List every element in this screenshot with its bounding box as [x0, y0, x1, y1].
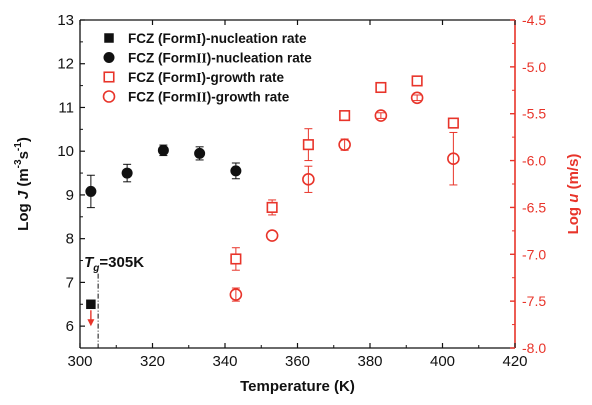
legend-entry-label: FCZ (FormII)-growth rate [128, 90, 290, 105]
x-axis-title: Temperature (K) [240, 378, 355, 395]
x-tick-label: 360 [285, 353, 310, 370]
y-axis-title-mid: s [15, 151, 32, 159]
marker-open-square [266, 201, 278, 213]
series [86, 299, 96, 327]
legend: FCZ (FormI)-nucleation rate FCZ (FormII)-… [102, 31, 312, 105]
legend-entry-label: FCZ (FormI)-nucleation rate [128, 31, 307, 46]
y2-tick-label: -8.0 [522, 340, 546, 356]
x-tick-label: 320 [140, 353, 165, 370]
y-axis-title-var: J [15, 190, 32, 199]
x-tick-label: 340 [212, 353, 237, 370]
series [85, 144, 242, 209]
marker-open-circle [102, 90, 116, 103]
marker-filled-circle [103, 52, 115, 63]
y-tick-label: 8 [66, 231, 74, 248]
y-axis-title-sup2: -1 [13, 142, 24, 151]
upper-limit-arrow-head [87, 319, 95, 327]
marker-filled-square [86, 299, 96, 310]
marker-open-circle [410, 91, 424, 105]
axes: 300 320 340 360 380 400 420 6 7 8 9 10 11 12 13 -8.0 -7.… [57, 12, 546, 370]
y-tick-label: 12 [57, 56, 74, 73]
marker-filled-square [104, 33, 114, 43]
marker-filled-circle [157, 144, 169, 156]
y-axis-title: Log J (m-3s-1) [13, 137, 32, 231]
marker-open-circle [302, 173, 315, 186]
legend-entry-label: FCZ (FormI)-growth rate [128, 70, 285, 85]
legend-entry-label: FCZ (FormII)-nucleation rate [128, 51, 312, 66]
y-tick-label: 13 [57, 12, 74, 29]
marker-open-circle [229, 288, 243, 301]
marker-filled-circle [194, 147, 206, 159]
y2-axis-title: Log u (m/s) [565, 154, 582, 235]
marker-open-square [447, 117, 459, 129]
y-axis-title-close: ) [15, 137, 32, 142]
series [230, 75, 459, 271]
y-axis-title-unit: (m [15, 168, 32, 191]
y-tick-label: 6 [66, 318, 74, 335]
marker-open-square [339, 110, 351, 122]
marker-open-circle [447, 152, 460, 165]
y2-axis-title-pre: Log [565, 203, 582, 235]
y2-tick-label: -6.0 [522, 153, 546, 169]
tg-annotation-var: T [84, 254, 95, 271]
y-axis-title-pre: Log [15, 199, 32, 231]
tg-annotation-rest: =305K [99, 254, 144, 271]
x-tick-label: 380 [357, 353, 382, 370]
tg-annotation: Tg=305K [84, 254, 144, 274]
marker-open-square [411, 75, 423, 87]
series [229, 91, 460, 302]
y2-axis-title-unit: (m/s) [565, 154, 582, 194]
marker-open-circle [374, 109, 388, 122]
marker-open-circle [338, 138, 351, 151]
marker-filled-circle [230, 165, 242, 177]
y2-tick-label: -7.0 [522, 246, 546, 262]
y2-tick-label: -5.0 [522, 59, 546, 75]
marker-open-circle [265, 229, 279, 242]
marker-open-square [302, 139, 314, 151]
y2-tick-label: -6.5 [522, 199, 546, 215]
y2-tick-label: -4.5 [522, 12, 546, 28]
y-tick-label: 7 [66, 274, 74, 291]
y2-axis-title-var: u [565, 194, 582, 203]
data-layer [85, 75, 460, 348]
marker-open-square [103, 71, 115, 83]
marker-filled-circle [121, 167, 133, 179]
x-tick-label: 400 [430, 353, 455, 370]
x-tick-label: 420 [502, 353, 527, 370]
marker-filled-circle [85, 185, 97, 197]
y-axis-title-sup1: -3 [13, 159, 24, 168]
x-tick-label: 300 [67, 353, 92, 370]
y2-tick-label: -5.5 [522, 106, 546, 122]
marker-open-square [375, 81, 387, 94]
tg-annotation-sub: g [92, 263, 99, 274]
y2-tick-label: -7.5 [522, 293, 546, 309]
y-tick-label: 9 [66, 187, 74, 204]
marker-open-square [230, 253, 242, 265]
y-tick-label: 10 [57, 143, 74, 160]
y-tick-label: 11 [58, 99, 74, 116]
